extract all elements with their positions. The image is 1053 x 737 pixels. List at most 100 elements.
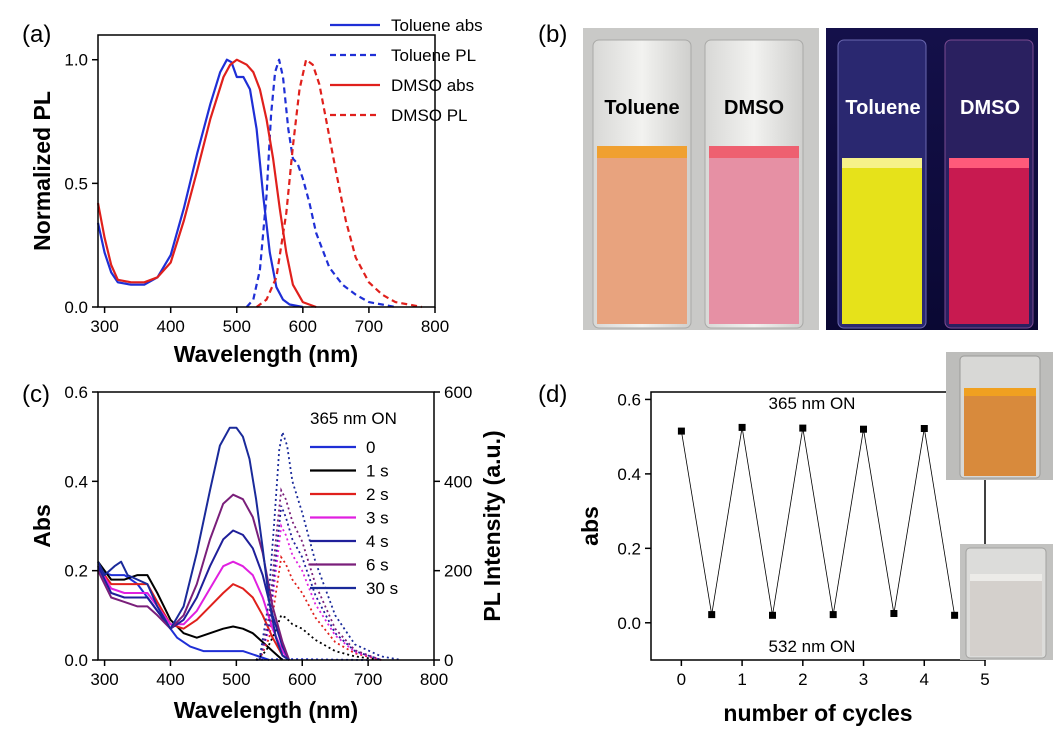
chart-c-legend-entry: 6 s xyxy=(366,556,389,575)
chart-d-point xyxy=(677,427,685,435)
chart-c-y2tick-label: 400 xyxy=(444,472,472,491)
panel-label-b: (b) xyxy=(538,21,567,48)
legend-dmso-abs: DMSO abs xyxy=(391,76,474,95)
uv-solution-dmso xyxy=(949,164,1029,324)
chart-c-xtick-label: 700 xyxy=(354,670,382,689)
chart-c-pl-line-30s xyxy=(258,428,402,661)
daylight-label-toluene: Toluene xyxy=(604,97,679,119)
chart-d-xtick-label: 1 xyxy=(737,670,746,689)
daylight-photo: Toluene DMSO xyxy=(583,28,819,330)
chart-d-point xyxy=(769,611,776,619)
uv-meniscus-dmso xyxy=(949,158,1029,168)
chart-d-point xyxy=(920,425,928,432)
uv-label-toluene: Toluene xyxy=(845,97,920,119)
daylight-solution-toluene xyxy=(597,150,687,324)
chart-d-xtick-label: 2 xyxy=(798,670,807,689)
chart-a-line-toluene-pl xyxy=(245,58,396,309)
chart-c-pl-line-6s xyxy=(258,487,382,661)
chart-a: 300 400 500 600 700 800 0.0 0.5 1.0 Wavelength (… xyxy=(29,16,483,367)
chart-d-xtick-label: 0 xyxy=(677,670,686,689)
chart-c-legend-entry: 3 s xyxy=(366,509,389,528)
chart-d-point xyxy=(799,424,807,432)
chart-a-ytick-label: 1.0 xyxy=(64,51,88,70)
chart-c-y2tick-label: 200 xyxy=(444,562,472,581)
chart-d-point xyxy=(890,610,898,617)
chart-d-point xyxy=(829,611,837,619)
chart-d-ylabel: abs xyxy=(577,506,603,546)
chart-c-xtick-label: 800 xyxy=(420,670,448,689)
chart-d-annotation-bottom: 532 nm ON xyxy=(769,637,856,656)
chart-d-line xyxy=(681,427,955,616)
panel-label-a: (a) xyxy=(22,21,51,48)
inset-solution-colored xyxy=(964,392,1036,476)
chart-d-ytick-label: 0.4 xyxy=(617,465,641,484)
chart-a-line-toluene-abs xyxy=(96,58,304,309)
uv-solution-toluene xyxy=(842,164,922,324)
chart-a-xtick-label: 300 xyxy=(90,317,118,336)
chart-d-ytick-label: 0.0 xyxy=(617,614,641,633)
chart-c-xtick-label: 400 xyxy=(156,670,184,689)
chart-c-xtick-label: 500 xyxy=(222,670,250,689)
daylight-label-dmso: DMSO xyxy=(724,97,784,119)
chart-c-ytick-label: 0.2 xyxy=(64,562,88,581)
chart-d-point xyxy=(951,611,959,619)
chart-c-pl-line-1s xyxy=(255,614,382,661)
chart-c-xtick-label: 600 xyxy=(288,670,316,689)
chart-a-frame xyxy=(97,34,436,308)
chart-d-frame xyxy=(650,391,986,661)
legend-toluene-abs: Toluene abs xyxy=(391,16,483,35)
chart-d-xtick-label: 5 xyxy=(980,670,989,689)
chart-c-legend-entry: 2 s xyxy=(366,485,389,504)
chart-a-xtick-label: 600 xyxy=(289,317,317,336)
chart-a-xtick-label: 400 xyxy=(156,317,184,336)
chart-c-pl-line-4s xyxy=(258,505,382,661)
chart-d-point xyxy=(738,423,746,431)
chart-d-xlabel: number of cycles xyxy=(723,700,912,726)
chart-a-line-dmso-pl xyxy=(255,58,423,309)
chart-c-y2tick-label: 0 xyxy=(444,651,453,670)
chart-c-ytick-label: 0.0 xyxy=(64,651,88,670)
uv-label-dmso: DMSO xyxy=(960,97,1020,119)
chart-a-legend: Toluene abs Toluene PL DMSO abs DMSO PL xyxy=(330,16,483,125)
chart-d-xtick-label: 4 xyxy=(920,670,929,689)
uv-meniscus-toluene xyxy=(842,158,922,168)
chart-c-legend-title: 365 nm ON xyxy=(310,409,397,428)
chart-c-pl-line-2s xyxy=(258,554,382,661)
inset-solution-bleached xyxy=(970,578,1042,656)
chart-c-legend: 365 nm ON 0 1 s 2 s 3 s 4 s 6 s 30 s xyxy=(310,409,398,598)
inset-meniscus-colored xyxy=(964,388,1036,396)
legend-toluene-pl: Toluene PL xyxy=(391,46,476,65)
panel-label-c: (c) xyxy=(22,381,50,408)
inset-meniscus-bleached xyxy=(970,574,1042,581)
chart-c-legend-entry: 30 s xyxy=(366,579,398,598)
legend-dmso-pl: DMSO PL xyxy=(391,106,468,125)
panel-label-d: (d) xyxy=(538,381,567,408)
chart-d-xtick-label: 3 xyxy=(859,670,868,689)
chart-c-xlabel: Wavelength (nm) xyxy=(174,697,358,723)
inset-photo-bleached xyxy=(960,544,1053,660)
chart-c-legend-entry: 1 s xyxy=(366,462,389,481)
chart-a-xtick-label: 700 xyxy=(355,317,383,336)
chart-a-line-dmso-abs xyxy=(96,58,317,309)
chart-d-ytick-label: 0.6 xyxy=(617,390,641,409)
chart-c-legend-entry: 0 xyxy=(366,438,375,457)
chart-d-annotation-top: 365 nm ON xyxy=(769,394,856,413)
chart-c-ytick-label: 0.4 xyxy=(64,472,88,491)
chart-c-y2label: PL Intensity (a.u.) xyxy=(479,430,505,621)
chart-c-legend-entry: 4 s xyxy=(366,532,389,551)
uv-photo: Toluene DMSO xyxy=(826,28,1038,330)
chart-c-abs-line-3s xyxy=(97,560,290,661)
vial-photos: Toluene DMSO Toluene DMSO xyxy=(583,28,1038,330)
chart-c-abs-line-2s xyxy=(97,565,290,661)
chart-d: 0 1 2 3 4 50.00.20.40.6 number of cycles abs … xyxy=(577,352,1053,726)
chart-a-ytick-label: 0.5 xyxy=(64,174,88,193)
chart-c-abs-line-0 xyxy=(97,569,270,661)
chart-a-ytick-label: 0.0 xyxy=(64,298,88,317)
chart-c: 300 400 500 600 700 800 0.0 0.2 0.4 0.6 0 200 400 600… xyxy=(29,383,505,723)
chart-d-point xyxy=(708,611,716,619)
inset-photo-colored xyxy=(946,352,1053,480)
chart-c-abs-line-4s xyxy=(97,529,290,661)
chart-c-ylabel: Abs xyxy=(29,504,55,547)
chart-c-xtick-label: 300 xyxy=(90,670,118,689)
